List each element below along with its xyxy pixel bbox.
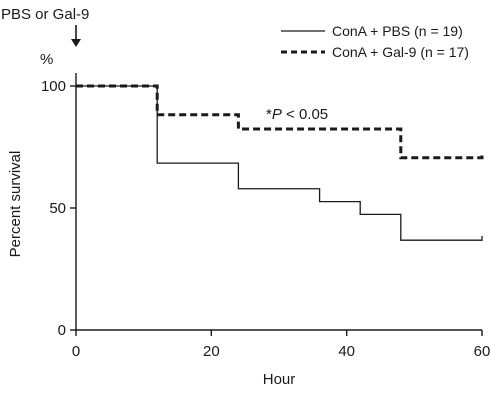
- x-axis-title: Hour: [263, 371, 296, 388]
- y-tick-label: 50: [49, 200, 66, 217]
- y-tick-label: 100: [41, 78, 66, 95]
- series-line-pbs: [76, 85, 483, 241]
- y-axis-title: Percent survival: [7, 151, 24, 258]
- x-tick-label: 40: [338, 343, 355, 360]
- legend-label-gal9: ConA + Gal-9 (n = 17): [332, 44, 469, 60]
- series-line-gal9: [76, 84, 484, 160]
- x-tick-label: 60: [474, 343, 491, 360]
- significance-asterisk: *: [266, 106, 272, 123]
- treatment-arrow: [71, 25, 81, 47]
- significance-annotation: *P < 0.05: [266, 106, 328, 123]
- legend: ConA + PBS (n = 19) ConA + Gal-9 (n = 17…: [281, 23, 469, 60]
- y-unit-label: %: [40, 51, 53, 68]
- significance-threshold: < 0.05: [282, 106, 328, 123]
- x-tick-label: 0: [72, 343, 80, 360]
- treatment-label: PBS or Gal-9: [1, 6, 89, 23]
- legend-label-pbs: ConA + PBS (n = 19): [332, 23, 463, 39]
- x-tick-label: 20: [203, 343, 220, 360]
- significance-p: P: [272, 106, 282, 123]
- y-tick-label: 0: [58, 322, 66, 339]
